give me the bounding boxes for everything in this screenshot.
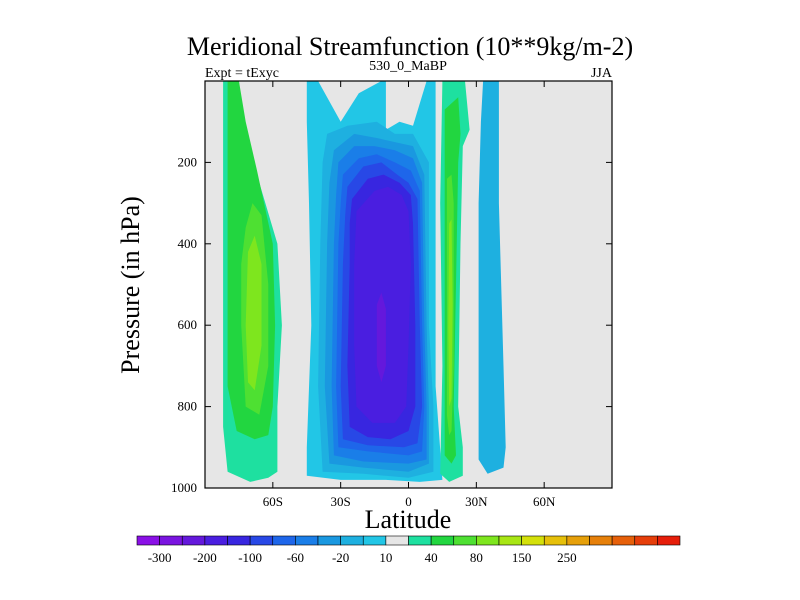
colorbar-swatch (408, 535, 432, 546)
x-tick-label: 30S (331, 494, 351, 509)
x-axis-label: Latitude (365, 505, 452, 534)
y-tick-label: 200 (178, 154, 198, 169)
colorbar-label: -100 (238, 550, 262, 565)
colorbar-label: 150 (512, 550, 532, 565)
colorbar-swatch (227, 535, 251, 546)
colorbar-swatch (204, 535, 228, 546)
colorbar-label: -200 (193, 550, 217, 565)
y-tick-label: 800 (178, 399, 198, 414)
colorbar-swatch (136, 535, 160, 546)
x-tick-label: 60N (533, 494, 556, 509)
x-tick-label: 0 (405, 494, 412, 509)
colorbar-swatch (362, 535, 387, 546)
colorbar-label: -300 (148, 550, 172, 565)
x-tick-label: 60S (263, 494, 283, 509)
colorbar-swatch (498, 535, 522, 546)
colorbar-swatch (249, 535, 274, 546)
x-tick-label: 30N (465, 494, 488, 509)
colorbar-swatch (340, 535, 364, 546)
colorbar-swatch (634, 535, 658, 546)
nh-ferrel-cell-core (448, 219, 453, 407)
colorbar-swatch (430, 535, 455, 546)
experiment-label: Expt = tExyc (205, 66, 279, 81)
colorbar-swatch (566, 535, 590, 546)
nh-polar-cell (478, 81, 506, 474)
colorbar-label: 10 (379, 550, 392, 565)
axis-ticks: 60S 30S 0 30N 60N 200 400 600 800 1000 (171, 81, 612, 509)
colorbar-swatch (589, 535, 613, 546)
colorbar-swatch (453, 535, 477, 546)
contour-regions (223, 81, 506, 482)
season-label: JJA (591, 66, 613, 81)
colorbar-swatch (272, 535, 296, 546)
colorbar-label: 80 (470, 550, 483, 565)
colorbar-swatch (295, 535, 319, 546)
sh-ferrel-cell-core (245, 235, 262, 391)
hadley-cell-sh-core (376, 292, 386, 383)
chart-title: Meridional Streamfunction (10**9kg/m-2) (187, 32, 633, 61)
colorbar-swatch (159, 535, 183, 546)
colorbar-swatch (611, 535, 636, 546)
colorbar-swatch (657, 535, 681, 546)
colorbar-swatch (385, 535, 409, 546)
colorbar-swatch (317, 535, 341, 546)
y-axis-label: Pressure (in hPa) (116, 196, 145, 374)
colorbar-label: -20 (332, 550, 349, 565)
colorbar-swatch (521, 535, 545, 546)
colorbar-label: -60 (287, 550, 304, 565)
y-tick-label: 400 (178, 236, 198, 251)
y-tick-label: 600 (178, 317, 198, 332)
period-label: 530_0_MaBP (369, 59, 447, 74)
colorbar-swatch (181, 535, 206, 546)
colorbar: -300 -200 -100 -60 -20 10 40 80 150 250 (136, 535, 681, 565)
colorbar-swatch (543, 535, 568, 546)
y-tick-label: 1000 (171, 480, 197, 495)
colorbar-label: 250 (557, 550, 577, 565)
colorbar-label: 40 (425, 550, 438, 565)
colorbar-swatch (476, 535, 500, 546)
